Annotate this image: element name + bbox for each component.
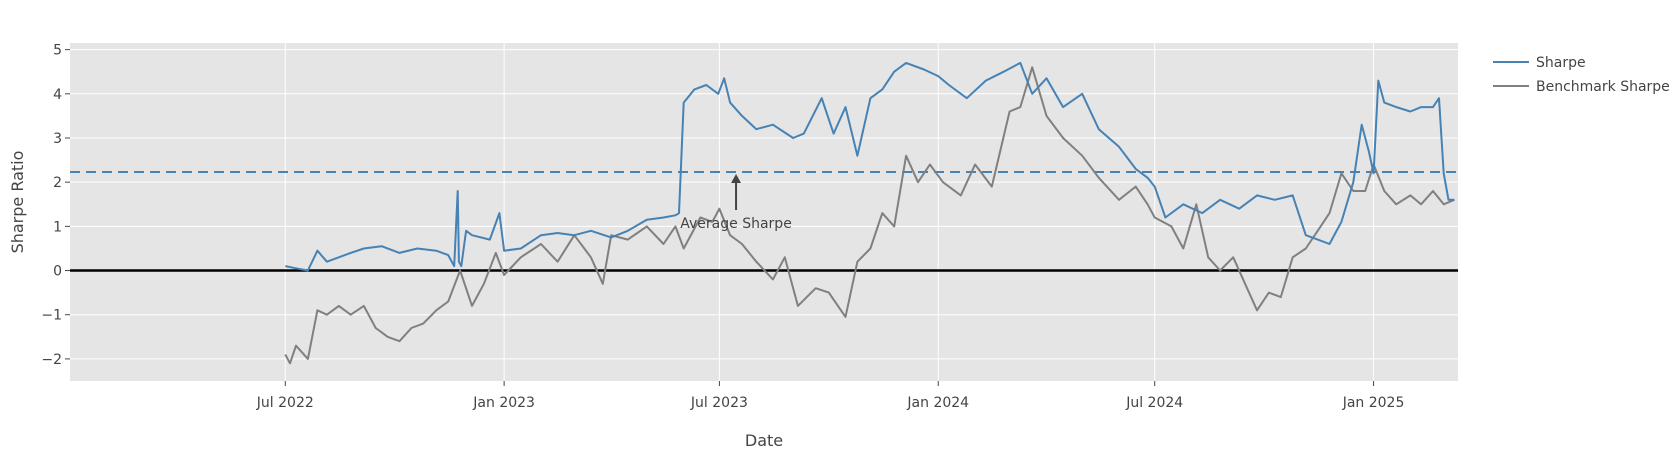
legend[interactable]: Sharpe Benchmark Sharpe — [1493, 55, 1670, 95]
x-tick-label: Jul 2024 — [1125, 395, 1183, 411]
legend-label: Benchmark Sharpe — [1536, 79, 1670, 95]
x-tick-label: Jan 2025 — [1342, 395, 1405, 411]
series-lines — [284, 61, 1455, 365]
series-line-sharpe — [285, 61, 1455, 272]
x-tick-label: Jan 2024 — [906, 395, 969, 411]
y-tick-label: 0 — [53, 264, 62, 280]
legend-item[interactable]: Sharpe — [1493, 55, 1586, 71]
legend-label: Sharpe — [1536, 55, 1586, 71]
y-tick-label: 1 — [53, 219, 62, 235]
x-tick-label: Jan 2023 — [472, 395, 535, 411]
y-tick-label: 3 — [53, 131, 62, 147]
annotations: Average Sharpe — [680, 174, 792, 232]
annotation-arrowhead — [731, 174, 742, 184]
plot-area — [70, 43, 1458, 381]
y-tick-label: 4 — [53, 87, 62, 103]
series-line-benchmark-sharpe — [284, 66, 1455, 365]
annotation-label: Average Sharpe — [680, 216, 792, 232]
x-tick-label: Jul 2022 — [256, 395, 314, 411]
x-tick-label: Jul 2023 — [690, 395, 748, 411]
y-tick-label: 5 — [53, 43, 62, 59]
axes: −2 −1 0 1 2 3 4 5 Jul 2022 Jan 2023 Jul 2023 Jan 20… — [41, 43, 1404, 411]
x-axis-title: Date — [745, 431, 783, 450]
legend-item[interactable]: Benchmark Sharpe — [1493, 79, 1670, 95]
y-axis-title: Sharpe Ratio — [8, 151, 27, 254]
y-tick-label: 2 — [53, 175, 62, 191]
y-tick-label: −1 — [41, 308, 62, 324]
y-tick-label: −2 — [41, 352, 62, 368]
